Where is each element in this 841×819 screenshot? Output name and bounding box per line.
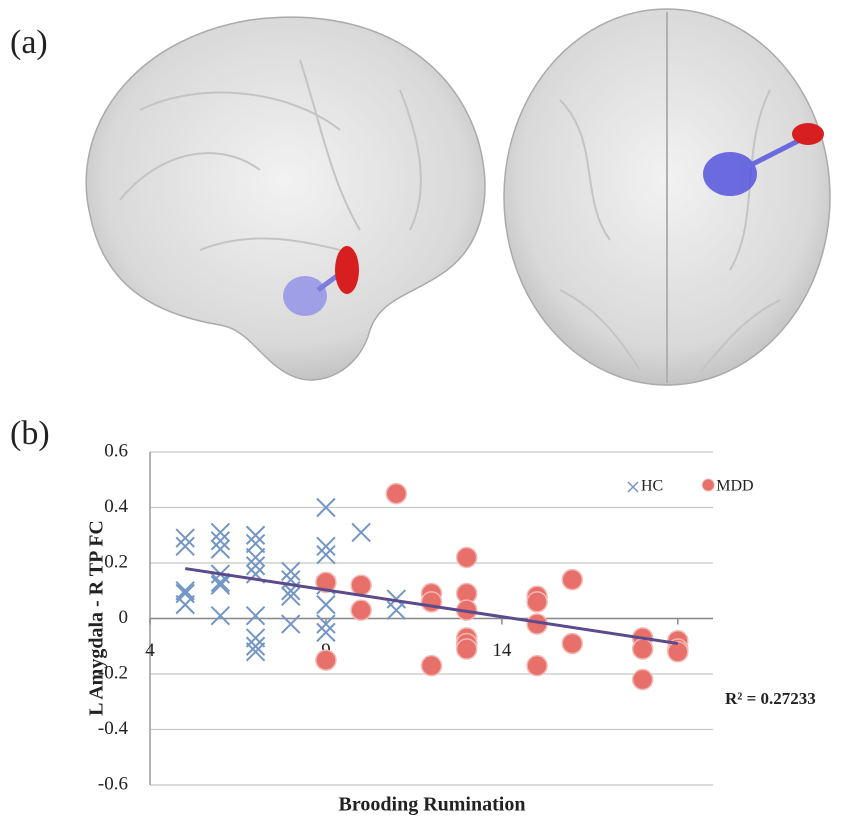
point [457,639,477,659]
legend-marker [702,479,714,491]
point [457,547,477,567]
point [247,548,265,566]
panel-label: (a) [10,24,48,61]
point [282,562,300,580]
point [176,585,194,603]
x-tick-label: 14 [492,640,512,661]
point [317,537,335,555]
brain-images [86,9,830,385]
point [527,592,547,612]
point [247,557,265,575]
point [562,570,582,590]
y-tick-label: -0.2 [98,662,128,683]
point [176,596,194,614]
legend-item: MDD [702,478,753,495]
point [562,633,582,653]
r-squared: R² = 0.27233 [725,689,816,708]
legend-label: HC [641,478,663,495]
x-tick-label: 4 [145,640,155,661]
point [668,642,688,662]
scatter-plot: Brooding Rumination L Amygdala - R TP FC… [86,440,816,815]
point [633,670,653,690]
point [352,523,370,541]
point [176,529,194,547]
point [422,656,442,676]
sagittal-brain [86,17,485,380]
point [211,576,229,594]
point [247,607,265,625]
legend-item: HC [628,478,663,495]
page: {"panel_labels": ["(a)", "(b)"], "chart_… [0,0,841,819]
point [316,650,336,670]
trend-line [185,569,678,644]
point [211,523,229,541]
point [422,592,442,612]
point [211,532,229,550]
y-tick-label: 0.2 [104,551,128,572]
point [176,537,194,555]
point [527,656,547,676]
red-roi [792,123,824,145]
point [317,623,335,641]
point [247,526,265,544]
point [386,484,406,504]
y-tick-label: 0.4 [104,496,128,517]
figure: (a) (b) Brooding Rumination L Amygdala -… [0,0,841,819]
point [211,607,229,625]
y-axis-title: L Amygdala - R TP FC [86,520,108,716]
panel-label: (b) [10,415,50,452]
y-tick-label: 0.6 [104,440,128,461]
point [387,601,405,619]
blue-roi [703,152,757,196]
point [351,600,371,620]
y-tick-label: -0.6 [98,773,128,794]
blue-roi [283,276,327,316]
point [351,575,371,595]
red-roi [335,246,359,294]
point [211,540,229,558]
legend-marker [628,482,638,492]
point [633,639,653,659]
point [317,546,335,564]
y-tick-label: -0.4 [98,718,129,739]
x-axis-title: Brooding Rumination [339,794,526,816]
point [317,596,335,614]
legend-label: MDD [716,478,753,495]
y-tick-label: 0 [119,607,129,628]
